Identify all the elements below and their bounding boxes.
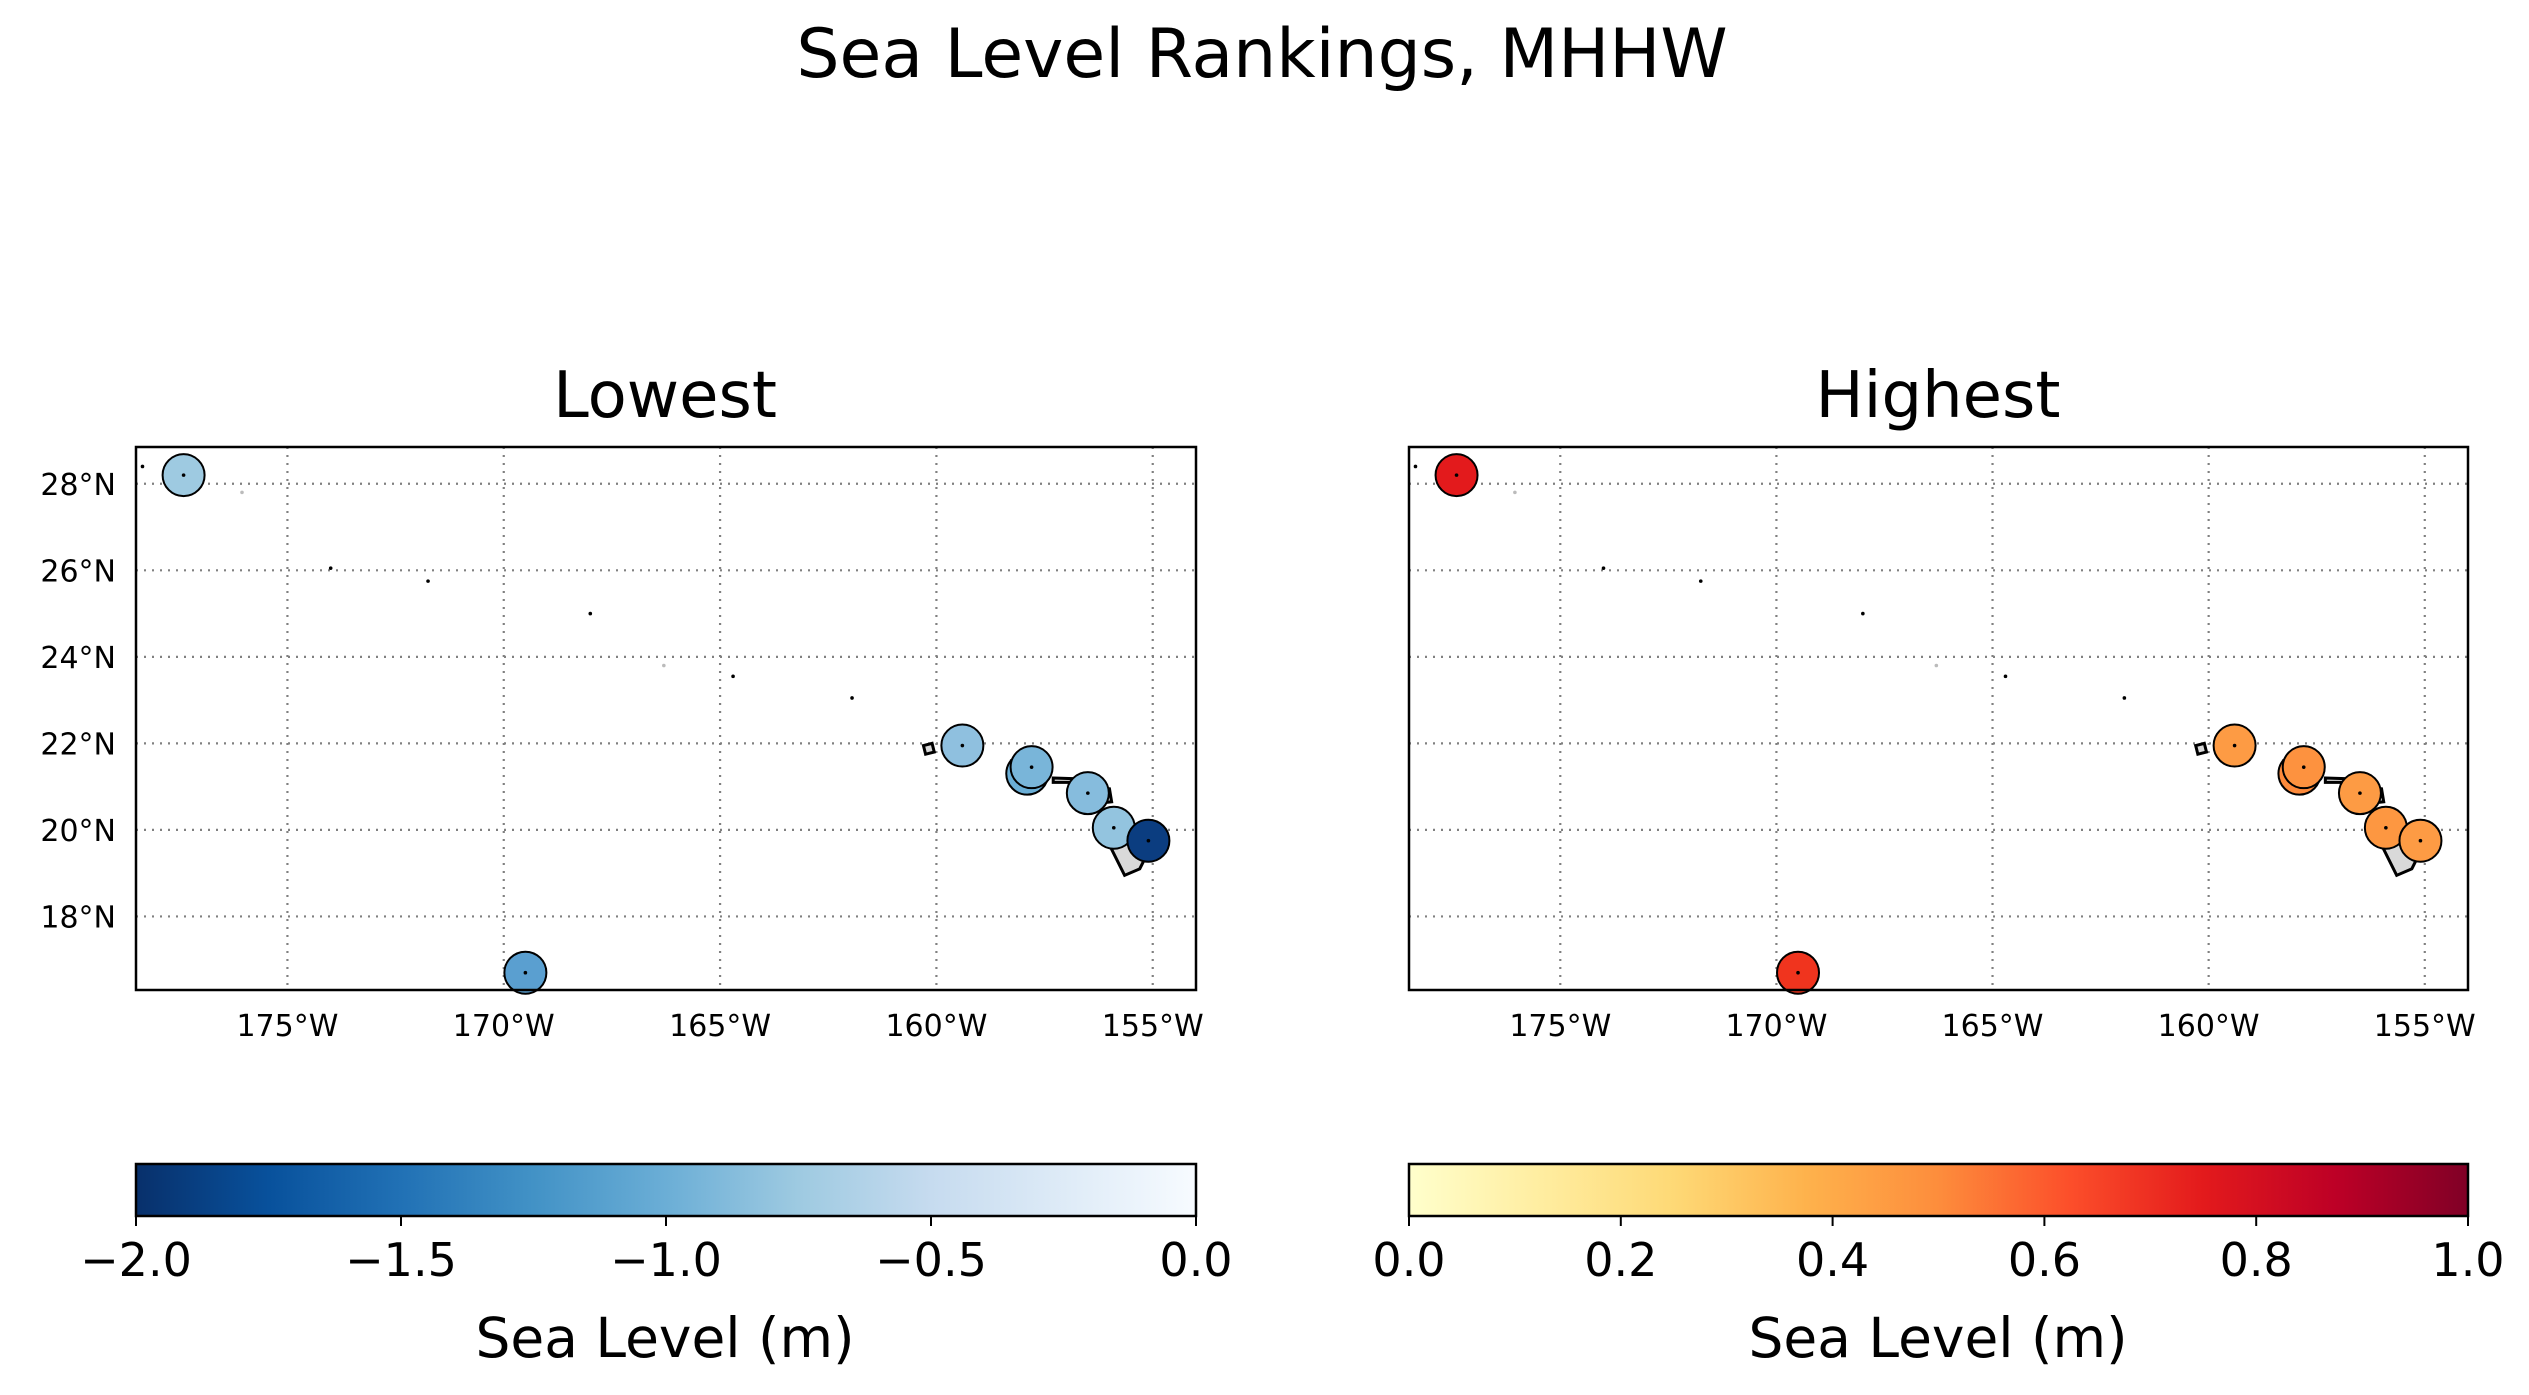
- islet: [850, 696, 854, 700]
- station-dot: [2384, 825, 2388, 830]
- x-tick-label: 155°W: [1102, 1009, 1204, 1044]
- colorbar-tick-label: 0.2: [1584, 1233, 1657, 1287]
- colorbar-gradient: [134, 1162, 1198, 1218]
- x-tick-label: 155°W: [2374, 1009, 2476, 1044]
- islet: [426, 579, 430, 583]
- islet: [1934, 663, 1939, 668]
- y-tick-label: 18°N: [40, 900, 116, 935]
- colorbar-tick-label: 0.8: [2220, 1233, 2293, 1287]
- y-tick-label: 28°N: [40, 468, 116, 503]
- colorbar-tick-label: −1.5: [345, 1233, 457, 1287]
- x-tick-label: 170°W: [1725, 1009, 1827, 1044]
- x-tick-label: 170°W: [453, 1009, 555, 1044]
- map-panel-lowest: 175°W 170°W 165°W 160°W 155°W 28°N 26°N 24°N 22°…: [40, 445, 1204, 1044]
- islet: [2003, 674, 2008, 679]
- colorbar-label-highest: Sea Level (m): [1748, 1306, 2127, 1370]
- colorbar-tick-label: 0.4: [1796, 1233, 1869, 1287]
- y-tick-label: 26°N: [40, 554, 116, 589]
- islet: [1513, 490, 1517, 495]
- x-tick-label: 160°W: [2158, 1009, 2260, 1044]
- station-dot: [523, 970, 528, 975]
- station-dot: [1029, 765, 1034, 769]
- islet: [2122, 696, 2127, 700]
- islet: [731, 674, 735, 679]
- panel-title-lowest: Lowest: [553, 359, 777, 433]
- x-tick-label: 175°W: [1509, 1009, 1611, 1044]
- islet: [240, 490, 244, 495]
- islet: [588, 611, 593, 616]
- station-dot: [960, 743, 965, 748]
- colorbar-tick-label: −2.0: [80, 1233, 192, 1287]
- station-dot: [1086, 791, 1090, 795]
- island-outline: [921, 741, 937, 757]
- x-tick-label: 165°W: [1942, 1009, 2044, 1044]
- station-dot: [1146, 838, 1151, 843]
- island-outline: [2193, 741, 2209, 757]
- colorbar-lowest: −2.0 −1.5 −1.0 −0.5 0.0: [80, 1162, 1233, 1287]
- station-dot: [2418, 838, 2423, 843]
- station-dot: [1454, 473, 1459, 477]
- station-dot: [2232, 743, 2237, 748]
- colorbar-label-lowest: Sea Level (m): [475, 1306, 854, 1370]
- panel-title-highest: Highest: [1816, 359, 2061, 433]
- colorbar-tick-label: 0.0: [1159, 1233, 1232, 1287]
- x-tick-label: 175°W: [236, 1009, 338, 1044]
- axes-frame: [1407, 445, 2470, 992]
- y-tick-label: 22°N: [40, 727, 116, 762]
- colorbar-tick-label: 1.0: [2431, 1233, 2504, 1287]
- x-tick-label: 160°W: [885, 1009, 987, 1044]
- colorbar-tick-label: −0.5: [875, 1233, 987, 1287]
- x-tick-label: 165°W: [669, 1009, 771, 1044]
- y-tick-label: 24°N: [40, 641, 116, 676]
- colorbar-tick-label: 0.0: [1372, 1233, 1445, 1287]
- islet: [140, 464, 145, 469]
- colorbar-tick-label: 0.6: [2008, 1233, 2081, 1287]
- islet: [1413, 464, 1418, 469]
- islet: [1601, 566, 1606, 570]
- axes-frame: [134, 445, 1198, 992]
- station-dot: [181, 473, 186, 477]
- map-panel-highest: 175°W 170°W 165°W 160°W 155°W: [1407, 445, 2476, 1044]
- colorbar-tick-label: −1.0: [610, 1233, 722, 1287]
- station-dot: [2301, 765, 2306, 769]
- station-dot: [1796, 970, 1800, 975]
- figure-title: Sea Level Rankings, MHHW: [796, 15, 1727, 94]
- station-dot: [1111, 825, 1116, 830]
- y-tick-label: 20°N: [40, 814, 116, 849]
- colorbar-gradient: [1407, 1162, 2470, 1218]
- islet: [1861, 611, 1865, 616]
- colorbar-highest: 0.0 0.2 0.4 0.6 0.8 1.0: [1372, 1162, 2505, 1287]
- islet: [1698, 579, 1703, 583]
- islet: [662, 663, 666, 668]
- station-dot: [2358, 791, 2362, 795]
- islet: [328, 566, 333, 570]
